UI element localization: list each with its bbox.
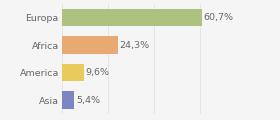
Text: 60,7%: 60,7% — [204, 13, 234, 22]
Text: 24,3%: 24,3% — [120, 41, 150, 50]
Bar — [62, 36, 118, 54]
Bar — [62, 64, 84, 81]
Text: 9,6%: 9,6% — [86, 68, 110, 77]
Bar — [62, 91, 74, 109]
Text: 5,4%: 5,4% — [76, 96, 100, 105]
Bar — [62, 9, 202, 27]
